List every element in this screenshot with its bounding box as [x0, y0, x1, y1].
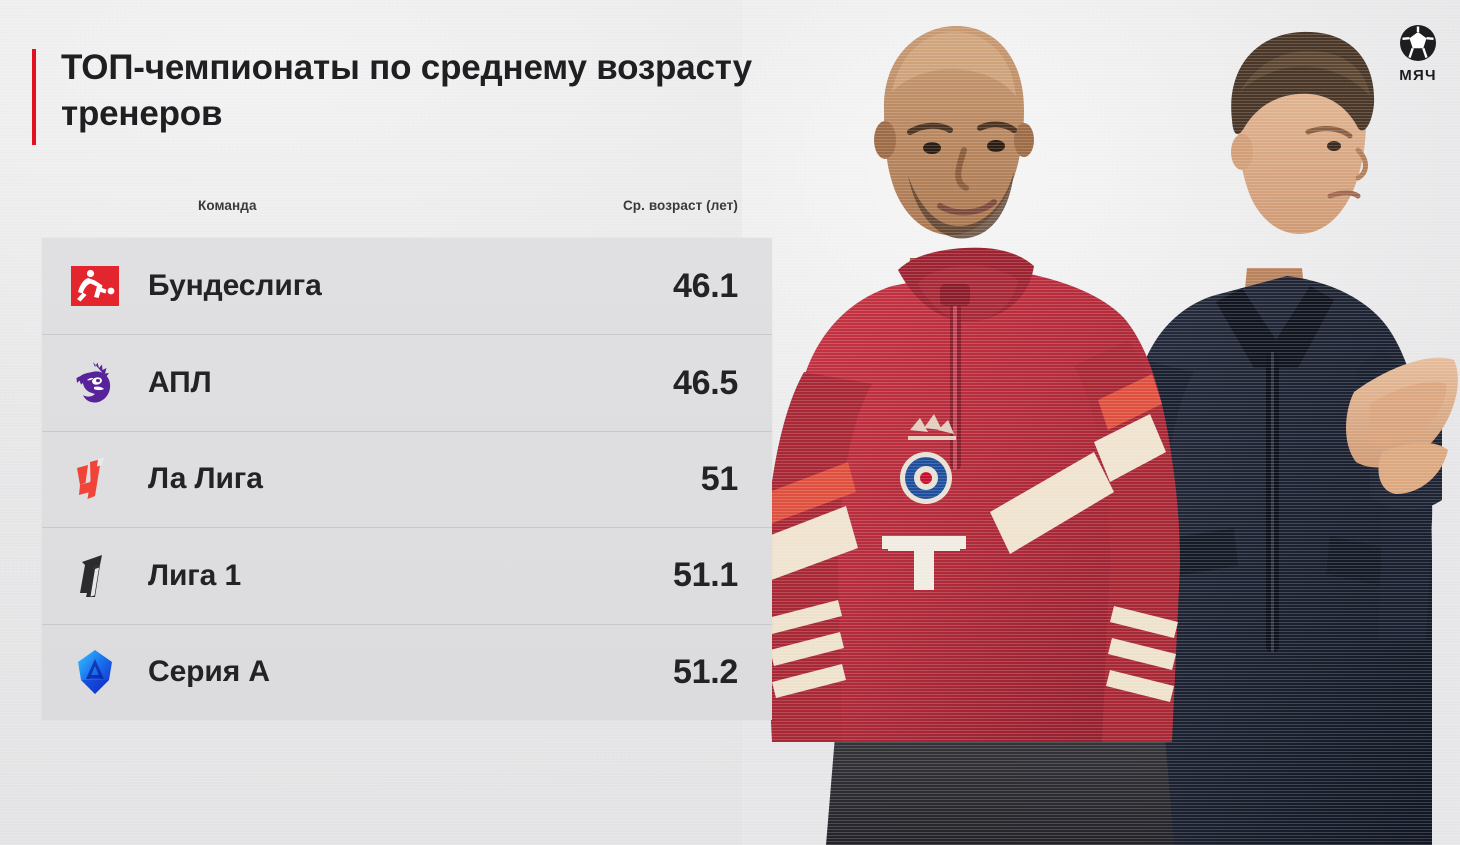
sponsor-logo	[882, 536, 966, 590]
league-name: Лига 1	[148, 558, 242, 592]
soccer-ball-icon	[1400, 25, 1436, 61]
coaches-photo	[742, 0, 1460, 845]
coach-red	[758, 26, 1180, 845]
table-row[interactable]: Бундеслига 46.1	[42, 238, 772, 334]
league-value: 46.5	[673, 363, 738, 402]
league-value: 51.1	[673, 556, 738, 595]
league-value: 51	[700, 459, 739, 498]
league-name: Бундеслига	[148, 269, 322, 303]
column-header-team: Команда	[198, 198, 257, 213]
table-row[interactable]: Серия А 51.2	[42, 623, 772, 720]
la-liga-logo	[64, 448, 126, 510]
column-header-value: Ср. возраст (лет)	[622, 198, 738, 213]
premier-league-logo	[64, 352, 126, 414]
table-row[interactable]: АПЛ 46.5	[42, 334, 772, 430]
serie-a-logo	[64, 641, 126, 703]
league-name: АПЛ	[148, 366, 212, 400]
clapping-hands	[1346, 357, 1458, 494]
ranking-table: Бундеслига 46.1 АПЛ	[42, 238, 772, 720]
table-header: Команда Ср. возраст (лет)	[42, 198, 772, 213]
league-value: 46.1	[673, 266, 738, 305]
ligue-1-logo	[64, 545, 126, 607]
page-title: ТОП-чемпионаты по среднему возрасту трен…	[61, 48, 752, 133]
league-name: Серия А	[148, 655, 270, 689]
coaches-illustration	[758, 26, 1458, 845]
title-accent-bar	[32, 49, 36, 145]
bundesliga-logo	[64, 255, 126, 317]
brand-name: МЯЧ	[1399, 67, 1437, 84]
table-row[interactable]: Ла Лига 51	[42, 430, 772, 527]
league-value: 51.2	[673, 652, 738, 691]
title-block: ТОП-чемпионаты по среднему возрасту трен…	[32, 45, 781, 145]
brand-logo: МЯЧ	[1387, 24, 1449, 84]
league-name: Ла Лига	[148, 462, 263, 496]
table-row[interactable]: Лига 1 51.1	[42, 527, 772, 623]
